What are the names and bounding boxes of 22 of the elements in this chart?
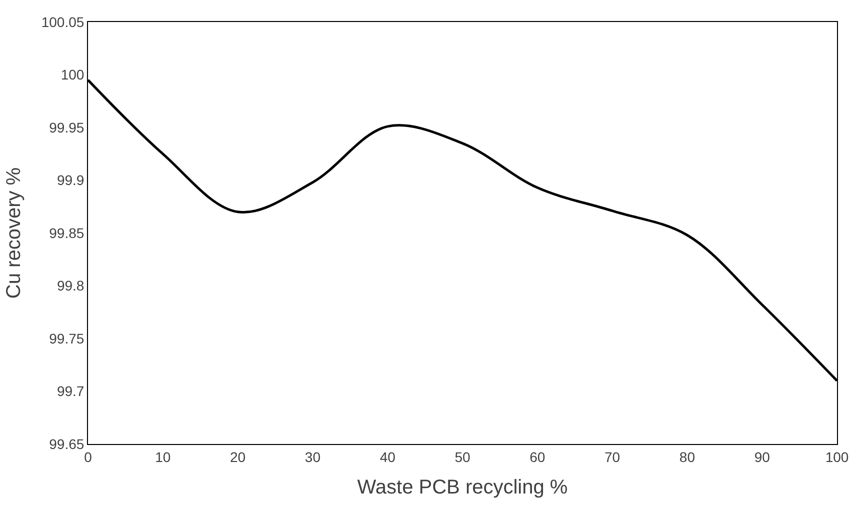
y-tick-label: 99.9	[56, 172, 84, 188]
x-tick-label: 10	[155, 448, 171, 465]
x-tick-label: 90	[754, 448, 770, 465]
y-tick-label: 99.8	[56, 278, 84, 294]
x-tick-label: 100	[825, 448, 849, 465]
x-tick-label: 30	[304, 448, 321, 465]
y-tick-label: 99.85	[49, 224, 84, 241]
x-tick-label: 0	[84, 448, 92, 465]
y-tick-label: 100	[60, 66, 84, 83]
y-tick-label: 99.7	[56, 383, 84, 400]
x-tick-label: 20	[230, 448, 246, 465]
y-tick-label: 99.95	[49, 119, 84, 136]
y-axis-title: Cu recovery %	[2, 167, 25, 299]
x-tick-label: 80	[679, 448, 696, 465]
x-tick-label: 70	[604, 448, 620, 465]
x-tick-label: 60	[530, 448, 546, 465]
x-tick-label: 50	[454, 448, 470, 465]
y-tick-label: 99.75	[49, 330, 84, 346]
y-tick-label: 99.65	[49, 436, 84, 452]
x-tick-label: 40	[380, 448, 396, 465]
y-tick-label: 100.05	[41, 14, 84, 30]
x-axis-title: Waste PCB recycling %	[357, 476, 568, 498]
